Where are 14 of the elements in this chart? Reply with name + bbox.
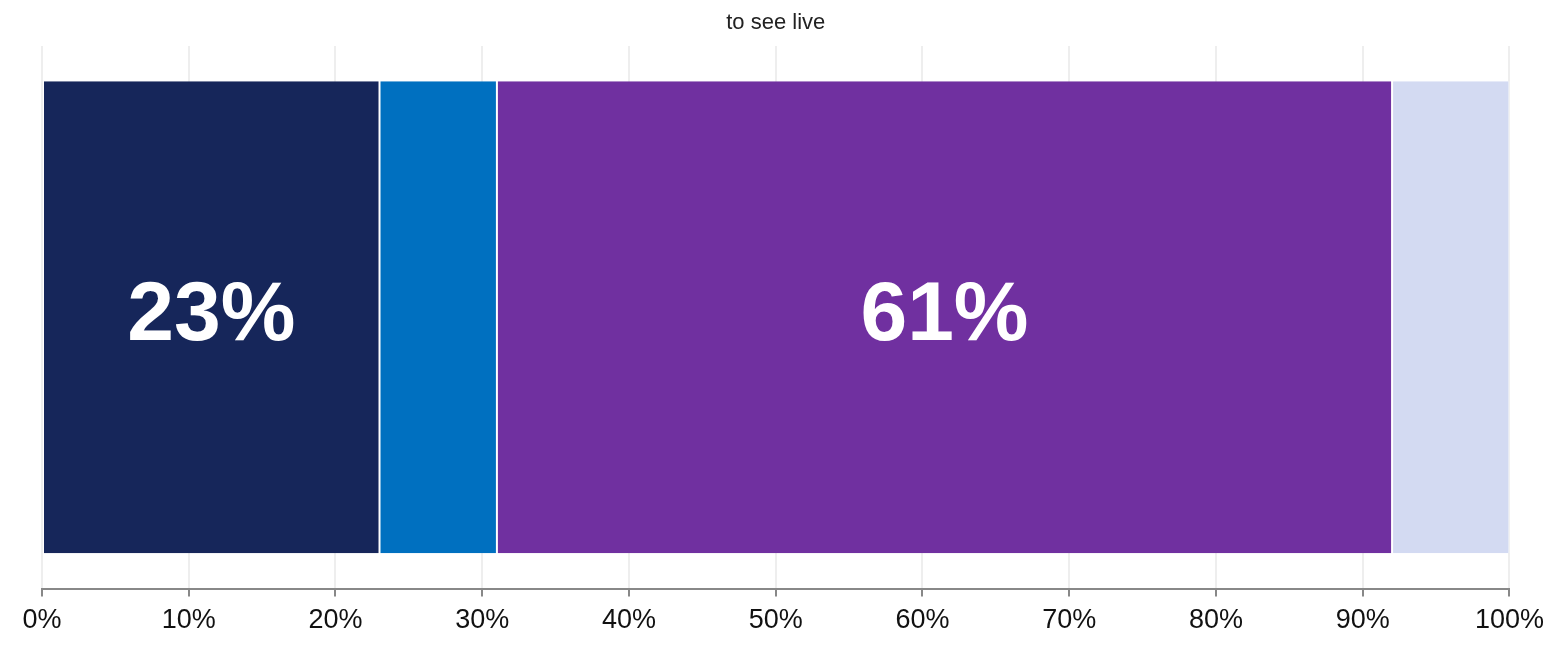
x-tick-label: 70%	[1042, 604, 1097, 635]
data-label: 61%	[860, 264, 1029, 359]
x-tick-label: 30%	[455, 604, 510, 635]
x-tick-label: 80%	[1188, 604, 1243, 635]
x-tick-label: 10%	[161, 604, 216, 635]
x-tick-label: 90%	[1335, 604, 1390, 635]
data-label: 23%	[127, 264, 296, 359]
x-tick-label: 0%	[22, 604, 62, 635]
x-tick-label: 20%	[308, 604, 363, 635]
x-tick-label: 50%	[748, 604, 803, 635]
text: to see live	[726, 9, 826, 35]
x-tick-label: 40%	[601, 604, 657, 635]
x-tick-label: 60%	[895, 604, 950, 635]
x-tick-label: 100%	[1474, 604, 1544, 635]
